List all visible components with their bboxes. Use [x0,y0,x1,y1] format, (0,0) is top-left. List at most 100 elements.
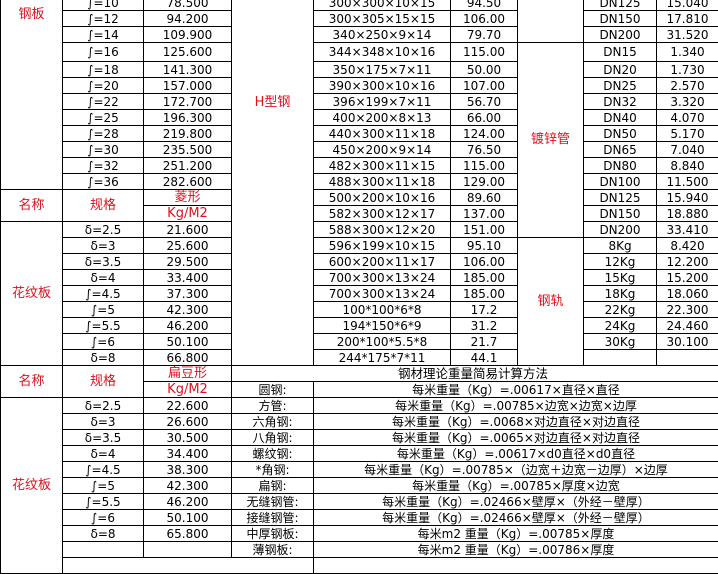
header-name[interactable]: 名称 [0,189,63,222]
weight-cell[interactable]: 151.00 [450,221,518,238]
spec-cell[interactable]: ∫=6 [62,509,144,526]
spec-cell[interactable]: 488×300×11×18 [313,173,451,190]
weight-cell[interactable]: 2.570 [656,77,718,94]
weight-cell[interactable]: 42.300 [143,301,232,318]
weight-cell[interactable]: 109.900 [143,26,232,43]
category-steel-plate[interactable]: 钢板 [0,0,63,190]
spec-cell[interactable]: ∫=6 [62,333,144,350]
weight-cell[interactable]: 172.700 [143,93,232,110]
spec-cell[interactable]: 18Kg [583,285,657,302]
weight-cell[interactable]: 56.70 [450,93,518,110]
spec-cell[interactable]: ∫=22 [62,93,144,110]
spec-cell[interactable]: δ=4 [62,445,144,462]
spec-cell[interactable]: 22Kg [583,301,657,318]
category-cell-empty[interactable] [517,0,584,43]
weight-cell[interactable]: 66.800 [143,349,232,366]
weight-cell[interactable]: 79.70 [450,26,518,43]
weight-cell[interactable]: 21.7 [450,333,518,350]
weight-cell[interactable]: 196.300 [143,109,232,126]
spec-cell[interactable]: 482×300×11×15 [313,157,451,174]
spec-cell[interactable]: 596×199×10×15 [313,237,451,254]
formula-label[interactable]: 方管: [231,397,314,414]
spec-cell[interactable]: 440×300×11×18 [313,125,451,142]
weight-cell[interactable]: 46.200 [143,493,232,510]
weight-cell[interactable]: 30.500 [143,429,232,446]
weight-cell[interactable]: 124.00 [450,125,518,142]
formula-cell[interactable]: 每米重量（Kg）=.02466×壁厚×（外经－壁厚） [313,509,718,526]
weight-cell[interactable]: 137.00 [450,205,518,222]
weight-cell[interactable]: 15.040 [656,0,718,11]
spec-cell[interactable]: 588×300×12×20 [313,221,451,238]
spec-cell[interactable]: DN200 [583,26,657,43]
formula-label[interactable]: 螺纹钢: [231,445,314,462]
formula-label[interactable]: 圆钢: [231,381,314,398]
weight-cell[interactable]: 1.340 [656,42,718,62]
spec-cell[interactable]: 450×200×9×14 [313,141,451,158]
weight-cell[interactable]: 22.300 [656,301,718,318]
empty-cell[interactable] [313,557,718,574]
spec-cell[interactable]: 350×175×7×11 [313,61,451,78]
weight-cell[interactable]: 106.00 [450,10,518,27]
spec-cell[interactable]: ∫=5 [62,301,144,318]
spec-cell[interactable]: ∫=16 [62,42,144,62]
spec-cell[interactable]: DN15 [583,42,657,62]
weight-cell[interactable]: 78.500 [143,0,232,11]
spec-cell[interactable]: 344×348×10×16 [313,42,451,62]
weight-cell[interactable]: 8.420 [656,237,718,254]
spec-cell[interactable]: 300×300×10×15 [313,0,451,11]
header-spec[interactable]: 规格 [62,365,144,398]
weight-cell[interactable]: 107.00 [450,77,518,94]
header-name[interactable]: 名称 [0,365,63,398]
spec-cell[interactable]: ∫=4.5 [62,285,144,302]
spec-cell[interactable]: 100*100*6*8 [313,301,451,318]
spec-cell[interactable]: δ=2.5 [62,397,144,414]
category-checker-plate[interactable]: 花纹板 [0,221,63,366]
weight-cell[interactable]: 33.400 [143,269,232,286]
spec-cell[interactable]: ∫=32 [62,157,144,174]
weight-cell[interactable]: 25.600 [143,237,232,254]
weight-cell[interactable]: 157.000 [143,77,232,94]
weight-cell[interactable]: 30.100 [656,333,718,350]
spec-cell[interactable]: 700×300×13×24 [313,269,451,286]
formula-cell[interactable]: 每米重量（Kg）=.0065×对边直径×对边直径 [313,429,718,446]
spec-cell[interactable]: DN20 [583,61,657,78]
header-unit[interactable]: Kg/M2 [143,205,232,222]
spec-cell[interactable]: δ=8 [62,525,144,542]
weight-cell[interactable]: 106.00 [450,253,518,270]
weight-cell[interactable]: 15.200 [656,269,718,286]
weight-cell[interactable]: 7.040 [656,141,718,158]
formula-cell[interactable]: 每米m2 重量（Kg）=.00786×厚度 [313,541,718,558]
weight-cell[interactable]: 94.50 [450,0,518,11]
spec-cell[interactable]: 200*100*5.5*8 [313,333,451,350]
formula-label[interactable]: 接缝钢管: [231,509,314,526]
spec-cell[interactable]: DN150 [583,205,657,222]
weight-cell[interactable]: 50.00 [450,61,518,78]
weight-cell[interactable]: 18.060 [656,285,718,302]
spec-cell[interactable]: 30Kg [583,333,657,350]
weight-cell[interactable]: 282.600 [143,173,232,190]
weight-cell[interactable]: 125.600 [143,42,232,62]
weight-cell[interactable]: 50.100 [143,509,232,526]
spec-cell[interactable]: ∫=20 [62,77,144,94]
formula-cell[interactable]: 每米m2 重量（Kg）=.00785×厚度 [313,525,718,542]
spec-cell[interactable]: DN40 [583,109,657,126]
empty-cell[interactable] [62,541,144,558]
formula-cell[interactable]: 每米重量（Kg）=.02466×壁厚×（外经－壁厚） [313,493,718,510]
spec-cell[interactable]: 12Kg [583,253,657,270]
spec-cell[interactable]: DN200 [583,221,657,238]
formula-label[interactable]: 无缝钢管: [231,493,314,510]
empty-cell[interactable] [62,557,314,574]
weight-cell[interactable]: 18.880 [656,205,718,222]
spec-cell[interactable]: δ=3.5 [62,429,144,446]
category-checker-plate[interactable]: 花纹板 [0,397,63,574]
spec-cell[interactable]: DN125 [583,0,657,11]
weight-cell[interactable]: 50.100 [143,333,232,350]
weight-cell[interactable]: 24.460 [656,317,718,334]
weight-cell[interactable]: 34.400 [143,445,232,462]
spec-cell[interactable]: DN125 [583,189,657,206]
weight-cell[interactable]: 66.00 [450,109,518,126]
spec-cell[interactable]: 500×200×10×16 [313,189,451,206]
formula-cell[interactable]: 每米重量（Kg）=.00785×边宽×边宽×边厚 [313,397,718,414]
spec-cell[interactable]: ∫=4.5 [62,461,144,478]
formula-label[interactable]: 中厚钢板: [231,525,314,542]
